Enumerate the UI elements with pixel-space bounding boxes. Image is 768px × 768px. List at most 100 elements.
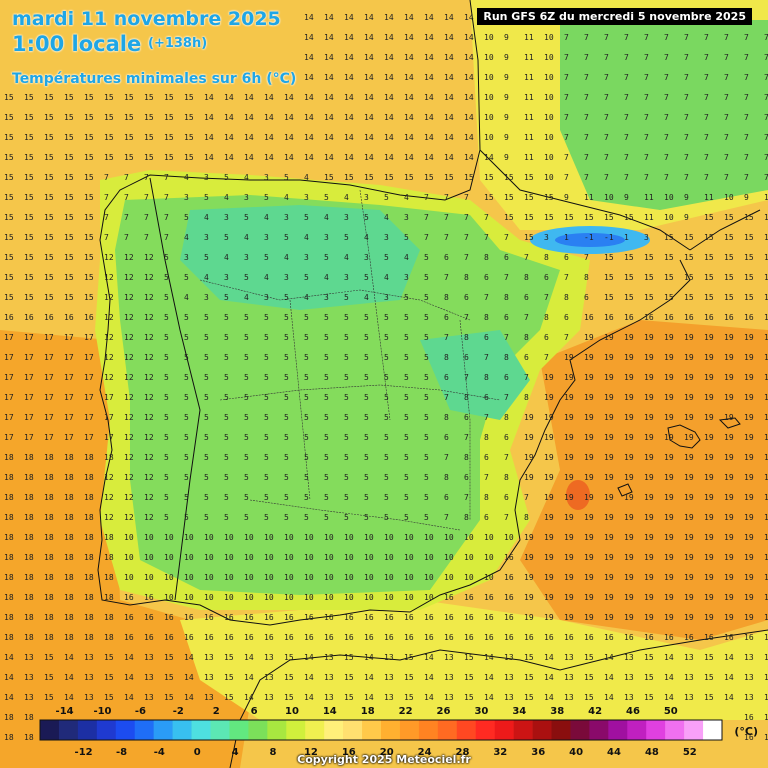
grid-value: 15 (644, 653, 654, 662)
grid-value: 18 (4, 513, 14, 522)
grid-value: 10 (464, 553, 474, 562)
grid-value: 4 (284, 253, 289, 262)
grid-value: 15 (684, 253, 694, 262)
grid-value: 17 (84, 353, 94, 362)
grid-value: 7 (684, 93, 689, 102)
pyrenees-coldest-zone (555, 233, 625, 247)
grid-value: 13 (24, 673, 34, 682)
grid-value: 10 (664, 213, 674, 222)
grid-value: 15 (364, 173, 374, 182)
grid-value: 16 (644, 633, 654, 642)
grid-value: 7 (104, 193, 109, 202)
grid-value: 15 (84, 153, 94, 162)
grid-value: 18 (44, 473, 54, 482)
grid-value: 19 (584, 553, 594, 562)
grid-value: 4 (284, 193, 289, 202)
grid-value: 18 (24, 533, 34, 542)
grid-value: 5 (164, 393, 169, 402)
grid-value: 14 (404, 53, 414, 62)
grid-value: 10 (484, 553, 494, 562)
grid-value: 15 (24, 153, 34, 162)
grid-value: 17 (64, 333, 74, 342)
grid-value: 5 (324, 333, 329, 342)
grid-value: 16 (4, 313, 14, 322)
grid-value: 5 (364, 313, 369, 322)
grid-value: 7 (504, 273, 509, 282)
grid-value: 13 (84, 693, 94, 702)
grid-value: 17 (4, 373, 14, 382)
grid-value: 10 (184, 593, 194, 602)
grid-value: 15 (104, 113, 114, 122)
grid-value: 14 (364, 673, 374, 682)
grid-value: 12 (104, 373, 114, 382)
grid-value: 15 (504, 173, 514, 182)
grid-value: 5 (304, 393, 309, 402)
grid-value: 14 (264, 153, 274, 162)
grid-value: 19 (724, 433, 734, 442)
grid-value: 3 (224, 213, 229, 222)
grid-value: 19 (744, 613, 754, 622)
grid-value: 15 (144, 133, 154, 142)
grid-value: 16 (484, 633, 494, 642)
grid-value: 15 (44, 693, 54, 702)
run-label: Run GFS 6Z du mercredi 5 novembre 2025 (477, 8, 752, 25)
grid-value: 10 (124, 553, 134, 562)
grid-value: 16 (504, 613, 514, 622)
grid-value: 14 (344, 33, 354, 42)
legend-swatch (570, 720, 590, 740)
grid-value: 17 (84, 413, 94, 422)
grid-value: 19 (544, 573, 554, 582)
grid-value: 6 (484, 273, 489, 282)
grid-value: 15 (404, 653, 414, 662)
legend-swatch (399, 720, 420, 740)
grid-value: 19 (764, 393, 768, 402)
grid-value: 7 (724, 113, 729, 122)
grid-value: 15 (404, 673, 414, 682)
grid-value: 14 (364, 73, 374, 82)
grid-value: 15 (684, 273, 694, 282)
grid-value: 6 (584, 293, 589, 302)
grid-value: 5 (224, 333, 229, 342)
grid-value: 10 (224, 553, 234, 562)
grid-value: 3 (384, 293, 389, 302)
grid-value: 19 (664, 393, 674, 402)
grid-value: 5 (184, 353, 189, 362)
grid-value: 13 (324, 653, 334, 662)
grid-value: 5 (424, 253, 429, 262)
grid-value: 7 (564, 133, 569, 142)
grid-value: 18 (4, 573, 14, 582)
legend-lower-label: 28 (456, 747, 470, 758)
grid-value: 14 (64, 673, 74, 682)
grid-value: 16 (484, 593, 494, 602)
legend-upper-label: 2 (213, 706, 220, 717)
grid-value: 7 (564, 173, 569, 182)
grid-value: 5 (404, 433, 409, 442)
grid-value: 14 (604, 653, 614, 662)
grid-value: 16 (464, 613, 474, 622)
grid-value: 7 (484, 213, 489, 222)
grid-value: 15 (744, 273, 754, 282)
grid-value: 19 (664, 433, 674, 442)
grid-value: 8 (524, 273, 529, 282)
grid-value: 17 (44, 353, 54, 362)
grid-value: 5 (284, 493, 289, 502)
grid-value: 14 (124, 673, 134, 682)
grid-value: 15 (764, 293, 768, 302)
legend-swatch (608, 720, 628, 740)
grid-value: 19 (604, 373, 614, 382)
grid-value: 14 (724, 673, 734, 682)
grid-value: 5 (364, 333, 369, 342)
grid-value: 15 (24, 133, 34, 142)
grid-value: 5 (244, 333, 249, 342)
grid-value: 5 (304, 353, 309, 362)
legend-outline (39, 719, 723, 741)
grid-value: 5 (184, 333, 189, 342)
grid-value: 7 (144, 213, 149, 222)
grid-value: 19 (724, 533, 734, 542)
grid-value: 5 (164, 313, 169, 322)
grid-value: 19 (724, 453, 734, 462)
grid-value: 19 (744, 573, 754, 582)
grid-value: 5 (284, 313, 289, 322)
grid-value: 19 (644, 573, 654, 582)
grid-value: 15 (224, 693, 234, 702)
